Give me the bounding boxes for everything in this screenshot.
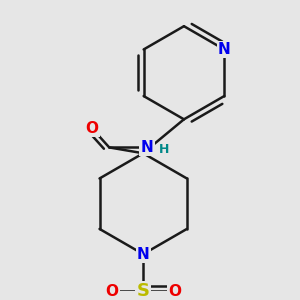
Text: O: O — [168, 284, 181, 298]
Text: N: N — [137, 247, 150, 262]
Text: N: N — [218, 42, 231, 57]
Text: O: O — [106, 284, 119, 298]
Text: O: O — [85, 121, 98, 136]
Text: S: S — [137, 282, 150, 300]
Text: N: N — [141, 140, 154, 155]
Text: H: H — [159, 143, 170, 156]
